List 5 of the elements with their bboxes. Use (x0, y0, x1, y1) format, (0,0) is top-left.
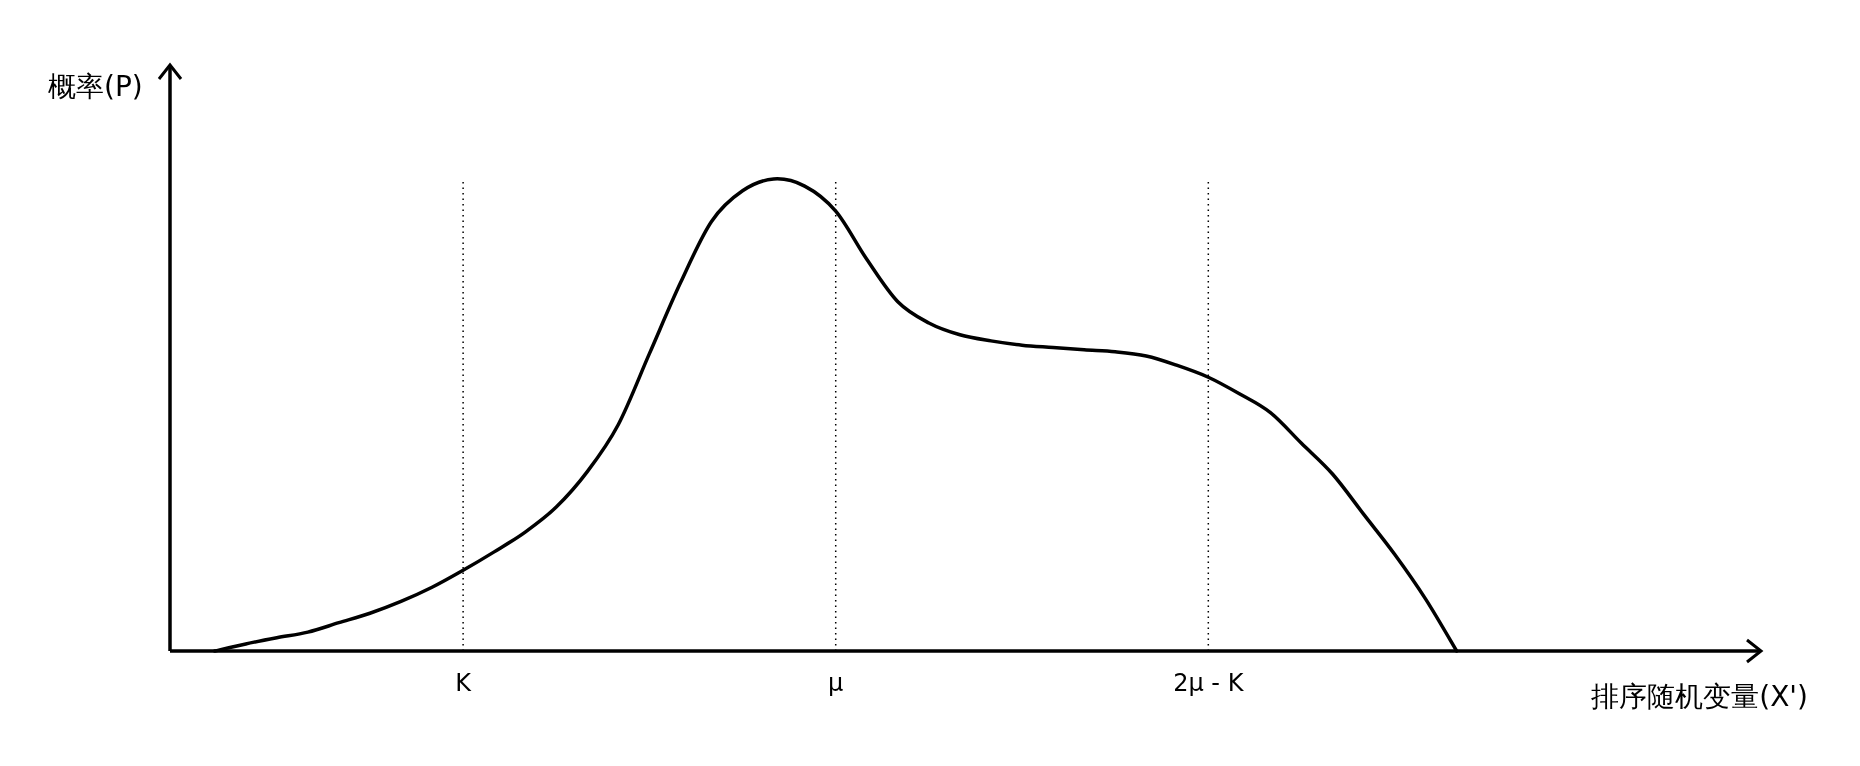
x-tick-label: 2μ - K (1173, 669, 1245, 697)
x-axis-title: 排序随机变量(X') (1591, 680, 1808, 713)
x-tick-label: μ (828, 669, 844, 697)
y-axis-title: 概率(P) (48, 70, 143, 103)
x-tick-label: K (455, 669, 473, 697)
